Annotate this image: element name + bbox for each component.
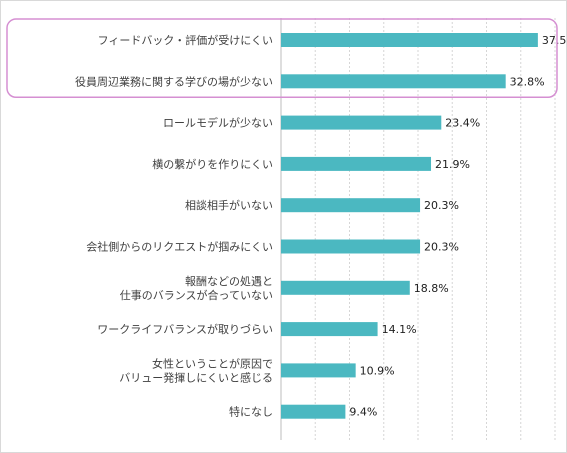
bar: [281, 239, 421, 254]
bar: [281, 322, 378, 337]
bar: [281, 115, 442, 130]
bar: [281, 280, 410, 295]
category-label: 相談相手がいない: [185, 198, 273, 212]
category-label: バリュー発揮しにくいと感じる: [119, 370, 273, 384]
data-label: 23.4%: [445, 117, 480, 130]
category-label: 会社側からのリクエストが掴みにくい: [86, 240, 273, 254]
category-label: ロールモデルが少ない: [163, 116, 273, 130]
data-label: 9.4%: [349, 406, 377, 419]
data-label: 20.3%: [424, 199, 459, 212]
highlight-box: [6, 18, 558, 99]
category-label: ワークライフバランスが取りづらい: [97, 322, 273, 336]
bar: [281, 404, 346, 419]
category-label: 女性ということが原因で: [152, 356, 273, 370]
data-label: 37.5%: [542, 34, 567, 47]
bar: [281, 74, 506, 89]
bar: [281, 198, 421, 213]
category-label: 報酬などの処遇と: [185, 275, 273, 288]
category-label: 役員周辺業務に関する学びの場が少ない: [75, 74, 273, 88]
category-label: 特になし: [229, 405, 273, 419]
bar: [281, 363, 356, 378]
data-label: 14.1%: [382, 323, 417, 336]
bar: [281, 33, 538, 47]
category-label: 横の繋がりを作りにくい: [152, 157, 273, 171]
data-label: 20.3%: [424, 241, 459, 254]
category-label: フィードバック・評価が受けにくい: [98, 33, 273, 47]
data-label: 21.9%: [435, 158, 470, 171]
bar: [281, 156, 432, 171]
data-label: 10.9%: [360, 364, 395, 377]
category-label: 仕事のバランスが合っていない: [120, 288, 273, 302]
data-label: 18.8%: [414, 282, 449, 295]
data-label: 32.8%: [510, 75, 545, 88]
